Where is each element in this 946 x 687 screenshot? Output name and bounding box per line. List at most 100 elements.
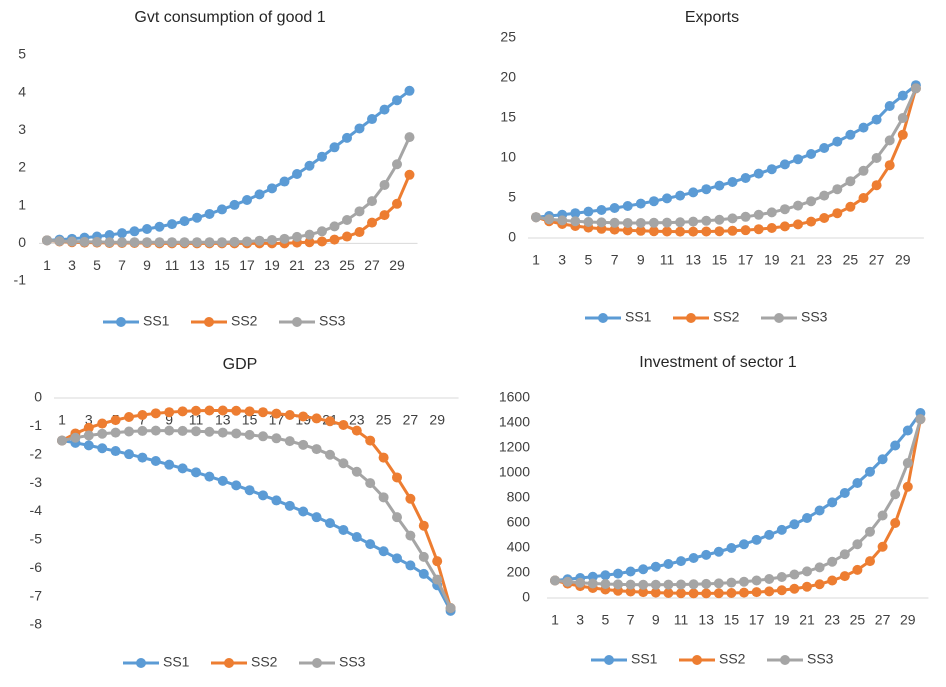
data-point bbox=[596, 205, 607, 215]
x-tick-label: 13 bbox=[189, 257, 205, 273]
data-point bbox=[351, 466, 362, 477]
data-point bbox=[635, 217, 646, 228]
y-tick-label: 600 bbox=[507, 514, 531, 530]
data-point bbox=[325, 416, 335, 427]
data-point bbox=[258, 490, 268, 501]
legend-marker bbox=[686, 313, 696, 323]
x-tick-label: 25 bbox=[843, 252, 859, 268]
data-point bbox=[354, 227, 365, 238]
legend-marker bbox=[224, 658, 234, 668]
data-point bbox=[740, 173, 751, 183]
legend-label: SS3 bbox=[801, 309, 828, 325]
data-point bbox=[890, 489, 901, 500]
y-tick-label: 2 bbox=[18, 159, 26, 175]
data-point bbox=[298, 506, 309, 517]
x-tick-label: 15 bbox=[724, 612, 740, 628]
y-tick-label: 0 bbox=[522, 589, 530, 605]
data-point bbox=[279, 233, 290, 244]
x-tick-label: 23 bbox=[816, 252, 832, 268]
data-point bbox=[418, 520, 429, 531]
data-point bbox=[789, 519, 800, 530]
data-point bbox=[910, 83, 921, 94]
data-point bbox=[858, 193, 869, 203]
data-point bbox=[751, 534, 762, 545]
data-point bbox=[267, 234, 277, 245]
data-point bbox=[663, 579, 674, 590]
data-point bbox=[229, 199, 240, 210]
data-point bbox=[97, 443, 108, 454]
x-tick-label: 27 bbox=[403, 412, 419, 428]
data-point bbox=[764, 586, 775, 597]
data-point bbox=[271, 433, 282, 444]
data-point bbox=[827, 556, 838, 567]
data-point bbox=[871, 114, 882, 125]
legend-marker bbox=[312, 658, 322, 668]
data-point bbox=[117, 237, 127, 248]
data-point bbox=[622, 225, 633, 236]
data-point bbox=[405, 560, 416, 571]
data-point bbox=[766, 223, 777, 233]
data-point bbox=[304, 237, 315, 248]
data-point bbox=[192, 212, 202, 223]
data-point bbox=[613, 568, 623, 579]
y-tick-label: 15 bbox=[500, 109, 516, 125]
data-point bbox=[298, 439, 309, 450]
data-point bbox=[727, 213, 738, 224]
data-point bbox=[167, 237, 177, 248]
x-tick-label: 21 bbox=[799, 612, 815, 628]
data-point bbox=[648, 217, 659, 228]
y-tick-label: 1 bbox=[18, 196, 26, 212]
data-point bbox=[57, 435, 67, 446]
data-point bbox=[154, 237, 165, 248]
data-point bbox=[884, 160, 895, 171]
data-point bbox=[793, 200, 803, 211]
data-point bbox=[622, 201, 633, 211]
data-point bbox=[845, 176, 856, 187]
data-point bbox=[739, 587, 749, 598]
data-point bbox=[242, 195, 252, 206]
chart-panel: Investment of sector 1 0 200 400 600 800 1000 1… bbox=[499, 354, 929, 667]
data-point bbox=[819, 213, 830, 223]
data-point bbox=[839, 571, 850, 582]
data-point bbox=[298, 411, 309, 422]
data-point bbox=[806, 216, 817, 227]
data-point bbox=[342, 231, 352, 242]
chart-panel: GDP-8-7-6-5-4-3-2-1013579111315171921232… bbox=[30, 356, 459, 670]
data-point bbox=[832, 208, 843, 219]
data-point bbox=[902, 425, 913, 436]
data-point bbox=[378, 492, 389, 503]
data-point bbox=[97, 418, 108, 429]
x-tick-label: 21 bbox=[790, 252, 806, 268]
data-point bbox=[164, 425, 175, 436]
data-point bbox=[557, 215, 568, 226]
data-point bbox=[650, 579, 661, 590]
data-point bbox=[304, 229, 315, 240]
data-point bbox=[613, 579, 623, 590]
data-point bbox=[858, 122, 869, 133]
data-point bbox=[562, 576, 573, 587]
data-point bbox=[877, 454, 888, 465]
data-point bbox=[124, 412, 134, 423]
data-point bbox=[204, 208, 215, 219]
data-point bbox=[231, 428, 242, 439]
data-point bbox=[596, 217, 607, 228]
x-tick-label: 7 bbox=[627, 612, 635, 628]
x-tick-label: 5 bbox=[93, 257, 101, 273]
x-tick-label: 11 bbox=[165, 257, 180, 273]
data-point bbox=[751, 587, 762, 598]
y-tick-label: 800 bbox=[507, 489, 531, 505]
data-point bbox=[254, 189, 265, 200]
data-point bbox=[609, 217, 620, 228]
data-point bbox=[271, 408, 282, 419]
x-tick-label: 25 bbox=[376, 412, 392, 428]
data-point bbox=[137, 425, 148, 436]
data-point bbox=[806, 196, 817, 207]
y-tick-label: 4 bbox=[18, 83, 26, 99]
legend-label: SS2 bbox=[719, 651, 746, 667]
data-point bbox=[104, 237, 115, 248]
data-point bbox=[753, 224, 764, 235]
data-point bbox=[164, 459, 175, 470]
data-point bbox=[625, 579, 636, 590]
